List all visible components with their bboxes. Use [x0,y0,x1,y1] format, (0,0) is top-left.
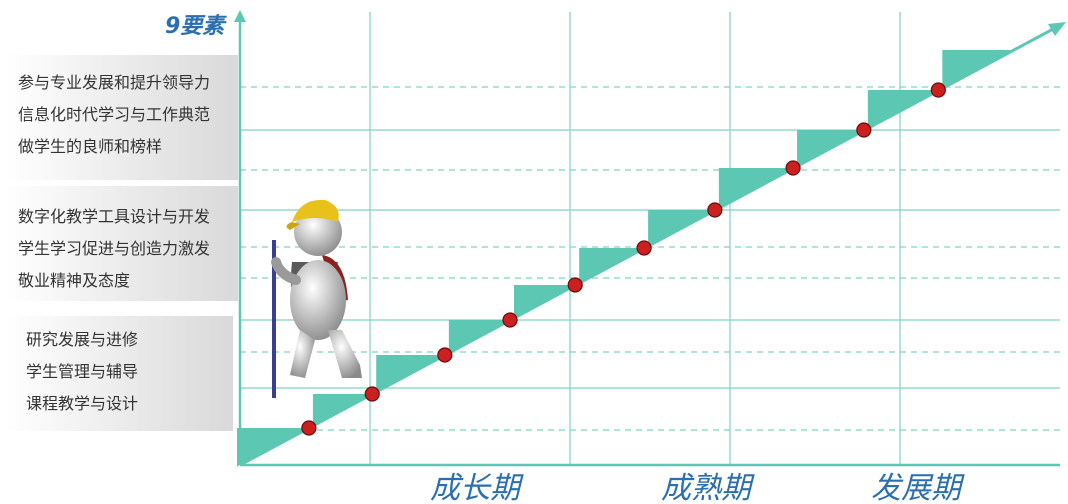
dot [502,312,518,328]
item: 研究发展与进修 [26,330,138,349]
dot [636,240,652,256]
panel [5,186,238,301]
panel [5,55,238,180]
item: 敬业精神及态度 [18,271,130,290]
item: 课程教学与设计 [26,394,138,413]
dot [364,386,380,402]
y-arrow [234,10,246,22]
item: 数字化教学工具设计与开发 [18,207,210,226]
hiker [271,199,362,398]
item: 参与专业发展和提升领导力 [18,73,210,92]
dots [301,82,946,436]
panel [5,316,233,431]
stage-label: 发展期 [871,471,965,504]
stage-label: 成长期 [430,471,524,504]
dot [567,277,583,293]
dot [785,160,801,176]
item: 信息化时代学习与工作典范 [18,105,210,124]
dot [930,82,946,98]
dot [707,202,723,218]
item: 学生学习促进与创造力激发 [18,239,210,258]
item: 做学生的良师和榜样 [18,137,162,156]
dot [301,420,317,436]
stage-label: 成熟期 [661,471,755,504]
dot [437,347,453,363]
axis-label: 9要素 [165,14,227,39]
item: 学生管理与辅导 [26,362,138,381]
dot [856,122,872,138]
diag-arrow [1048,22,1066,36]
